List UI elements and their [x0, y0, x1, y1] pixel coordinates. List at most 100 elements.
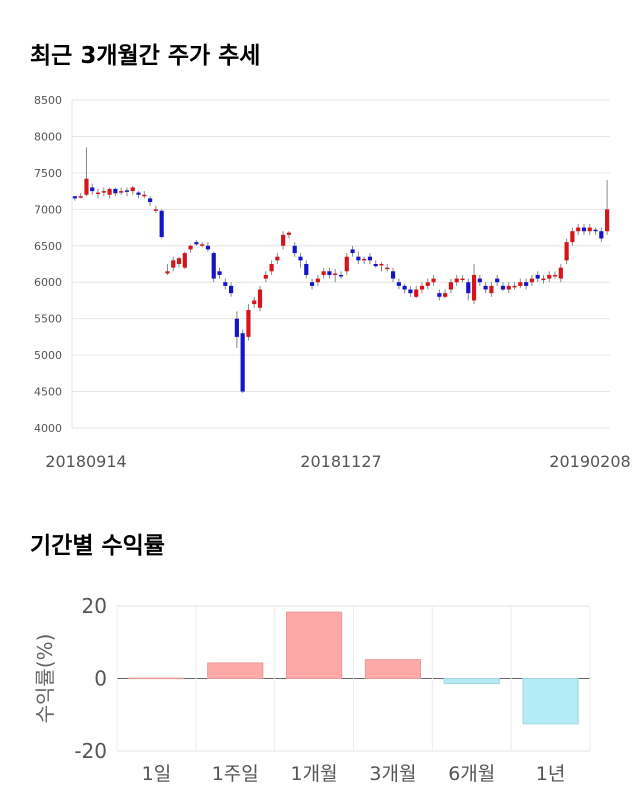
y-tick-label: 7500 — [34, 167, 62, 180]
x-tick-label: 20180914 — [45, 452, 126, 471]
y-axis-label: 수익률(%) — [33, 634, 57, 724]
candle-up — [454, 278, 459, 283]
candle-down — [148, 198, 153, 203]
candle-up — [460, 278, 465, 281]
candle-up — [246, 309, 251, 337]
y-tick-label: 5500 — [34, 313, 62, 326]
candle-down — [113, 188, 118, 194]
candle-down — [466, 282, 471, 294]
candle-down — [338, 274, 344, 277]
candle-down — [402, 285, 407, 290]
candle-down — [477, 278, 482, 283]
candle-up — [362, 258, 367, 261]
candle-down — [72, 196, 77, 199]
x-tick-label: 3개월 — [369, 763, 416, 785]
x-tick-label: 1주일 — [212, 763, 259, 785]
x-tick-label: 6개월 — [448, 763, 495, 785]
x-tick-label: 20181127 — [300, 452, 381, 471]
candle-up — [506, 285, 511, 290]
candle-up — [176, 258, 182, 264]
candle-down — [159, 210, 164, 238]
y-tick-label: 6500 — [34, 240, 62, 253]
y-tick-label: 7000 — [34, 203, 62, 216]
candle-up — [552, 274, 558, 277]
candle-down — [309, 282, 315, 286]
candle-up — [443, 293, 448, 297]
candle-up — [529, 278, 534, 283]
candle-up — [252, 300, 257, 305]
candle-up — [95, 192, 101, 195]
candle-up — [200, 244, 205, 246]
bar-4 — [364, 659, 422, 680]
candle-up — [182, 253, 187, 268]
y-tick-label: 20 — [82, 594, 107, 618]
bar-6 — [522, 678, 579, 725]
candle-down — [396, 282, 401, 286]
candle-up — [321, 271, 326, 275]
candle-up — [119, 191, 124, 193]
candle-up — [165, 271, 170, 274]
candle-up — [431, 278, 436, 283]
y-tick-label: 4000 — [34, 422, 62, 435]
candle-up — [153, 209, 158, 211]
candle-down — [437, 293, 442, 297]
candle-up — [385, 267, 390, 270]
candle-up — [257, 289, 263, 308]
candle-down — [217, 271, 222, 275]
y-tick-label: 8000 — [34, 130, 62, 143]
candle-up — [101, 191, 106, 193]
stock-price-candlestick-chart: 8500 8000 7500 7000 6500 6000 5500 5000 4500 4000… — [34, 94, 631, 471]
candle-up — [518, 282, 523, 286]
candle-up — [564, 242, 569, 261]
y-tick-label: 4500 — [34, 386, 62, 399]
y-tick-label: 5000 — [34, 349, 62, 362]
candle-up — [570, 231, 575, 243]
candle-up — [512, 285, 517, 288]
candle-down — [500, 285, 506, 290]
candle-down — [234, 318, 239, 337]
candle-down — [292, 245, 297, 254]
x-tick-label: 20190208 — [549, 452, 630, 471]
candle-up — [107, 188, 112, 195]
candle-down — [304, 264, 309, 275]
candle-down — [229, 285, 234, 294]
candle-up — [263, 274, 268, 279]
candle-down — [581, 227, 587, 232]
candle-up — [379, 264, 384, 266]
x-tick-label: 1일 — [142, 763, 172, 785]
candle-up — [558, 267, 563, 279]
candle-up — [605, 209, 610, 232]
candle-up — [344, 256, 349, 272]
candle-down — [211, 253, 216, 279]
bar-5 — [443, 678, 500, 685]
y-tick-label: 6000 — [34, 276, 62, 289]
stock-trend-title: 최근 3개월간 주가 추세 — [30, 43, 261, 69]
candle-down — [90, 187, 95, 192]
candle-down — [194, 242, 199, 245]
candle-up — [333, 273, 338, 275]
candle-down — [483, 285, 488, 290]
candle-up — [448, 282, 453, 290]
candle-up — [281, 234, 286, 246]
candle-up — [286, 232, 292, 235]
candle-down — [298, 256, 303, 261]
period-return-title: 기간별 수익률 — [30, 533, 165, 559]
candle-up — [142, 194, 147, 197]
candle-up — [425, 282, 430, 286]
candle-down — [495, 278, 500, 283]
bar-3 — [285, 611, 343, 679]
candle-up — [576, 227, 581, 232]
candle-down — [535, 274, 540, 279]
x-tick-label: 1개월 — [291, 763, 338, 785]
bar-1 — [128, 677, 185, 680]
candle-down — [599, 231, 604, 239]
candle-up — [78, 196, 83, 198]
bar-2 — [207, 662, 264, 679]
y-tick-label: 0 — [94, 667, 107, 691]
candle-down — [205, 245, 211, 250]
candle-down — [373, 264, 378, 267]
candle-down — [327, 271, 332, 275]
candle-down — [240, 333, 245, 392]
candle-up — [269, 264, 274, 272]
candle-up — [315, 278, 320, 283]
